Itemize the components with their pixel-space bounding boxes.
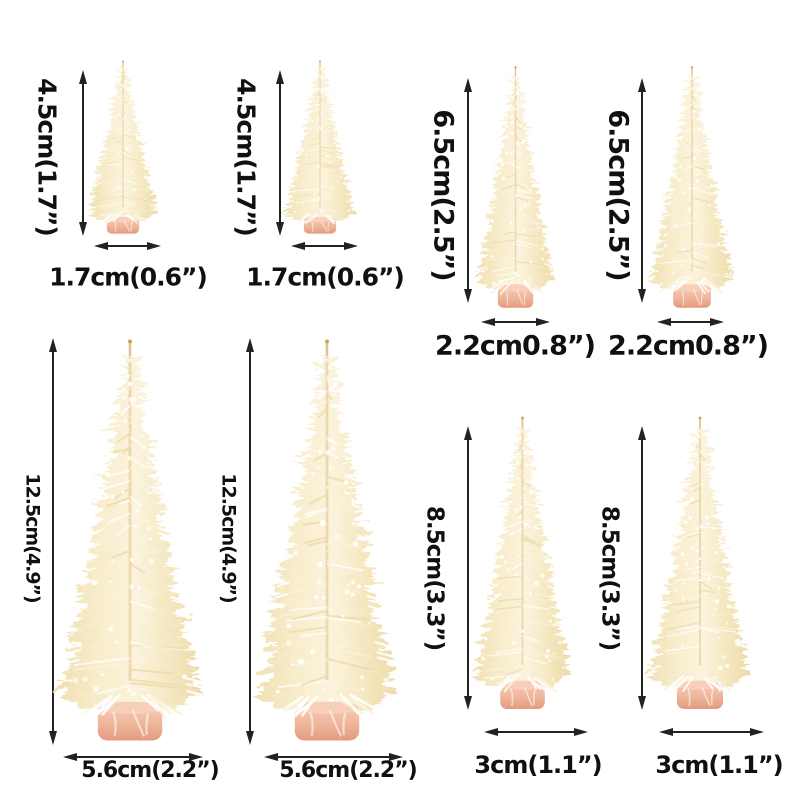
vertical-dimension-arrow-icon	[49, 338, 57, 745]
height-dimension-label: 6.5cm(2.5”)	[602, 109, 634, 281]
height-dimension-label: 8.5cm(3.3”)	[421, 505, 448, 651]
horizontal-dimension-arrow-icon	[291, 242, 358, 250]
bottle-brush-tree	[54, 339, 204, 741]
bottle-brush-tree	[469, 416, 574, 710]
bottle-brush-tree	[251, 339, 403, 741]
horizontal-dimension-arrow-icon	[484, 728, 588, 736]
width-dimension-label: 1.7cm(0.6”)	[49, 262, 208, 292]
height-dimension-label: 6.5cm(2.5”)	[427, 109, 459, 281]
width-dimension-label: 5.6cm(2.2”)	[279, 758, 417, 783]
horizontal-dimension-arrow-icon	[264, 753, 403, 761]
height-dimension-label: 4.5cm(1.7”)	[32, 78, 62, 236]
width-dimension-label: 5.6cm(2.2”)	[81, 758, 219, 783]
vertical-dimension-arrow-icon	[464, 426, 472, 710]
bottle-brush-tree	[474, 66, 556, 308]
vertical-dimension-arrow-icon	[638, 426, 646, 710]
horizontal-dimension-arrow-icon	[94, 242, 161, 250]
bottle-brush-tree	[646, 66, 736, 308]
horizontal-dimension-arrow-icon	[659, 728, 764, 736]
height-dimension-label: 8.5cm(3.3”)	[596, 505, 623, 651]
vertical-dimension-arrow-icon	[246, 338, 254, 745]
height-dimension-label: 4.5cm(1.7”)	[231, 78, 261, 236]
width-dimension-label: 3cm(1.1”)	[655, 751, 783, 779]
width-dimension-label: 1.7cm(0.6”)	[246, 262, 405, 292]
bottle-brush-tree	[280, 60, 358, 234]
height-dimension-label: 12.5cm(4.9”)	[217, 473, 240, 603]
width-dimension-label: 2.2cm0.8”)	[435, 330, 596, 362]
height-dimension-label: 12.5cm(4.9”)	[21, 473, 44, 603]
horizontal-dimension-arrow-icon	[481, 318, 550, 326]
vertical-dimension-arrow-icon	[276, 70, 284, 236]
width-dimension-label: 3cm(1.1”)	[474, 751, 602, 779]
vertical-dimension-arrow-icon	[638, 78, 646, 303]
width-dimension-label: 2.2cm0.8”)	[608, 330, 769, 362]
vertical-dimension-arrow-icon	[464, 78, 472, 303]
horizontal-dimension-arrow-icon	[63, 753, 203, 761]
vertical-dimension-arrow-icon	[79, 70, 87, 236]
bottle-brush-tree	[86, 60, 160, 234]
bottle-brush-tree	[644, 416, 751, 710]
horizontal-dimension-arrow-icon	[657, 318, 724, 326]
